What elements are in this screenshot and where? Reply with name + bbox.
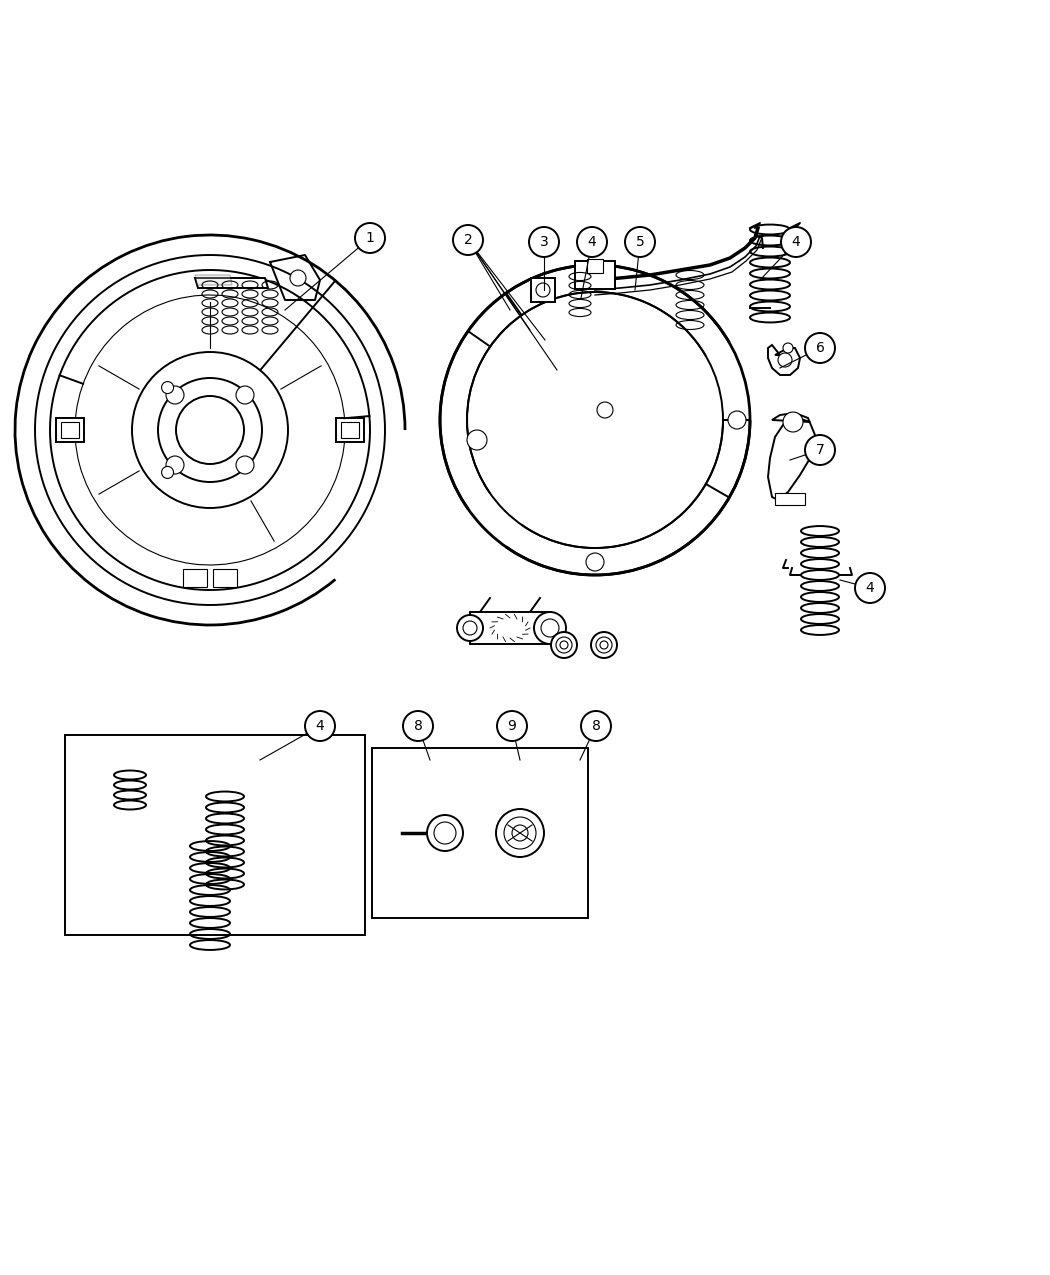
Text: 4: 4 xyxy=(792,235,800,249)
Circle shape xyxy=(805,435,835,465)
Circle shape xyxy=(578,227,607,258)
Circle shape xyxy=(534,612,566,644)
Circle shape xyxy=(805,333,835,363)
Text: 4: 4 xyxy=(316,719,324,733)
Circle shape xyxy=(497,711,527,741)
Circle shape xyxy=(783,412,803,432)
Circle shape xyxy=(236,456,254,474)
Bar xyxy=(155,382,265,478)
Text: 4: 4 xyxy=(865,581,875,595)
Circle shape xyxy=(625,227,655,258)
Circle shape xyxy=(467,430,487,450)
Text: 6: 6 xyxy=(816,340,824,354)
Circle shape xyxy=(600,641,608,649)
Circle shape xyxy=(403,711,433,741)
Polygon shape xyxy=(195,278,268,288)
Text: 8: 8 xyxy=(591,719,601,733)
Bar xyxy=(183,569,207,586)
Circle shape xyxy=(427,815,463,850)
Text: 9: 9 xyxy=(507,719,517,733)
Text: 8: 8 xyxy=(414,719,422,733)
Circle shape xyxy=(355,223,385,252)
Polygon shape xyxy=(768,346,800,375)
Bar xyxy=(65,734,365,935)
Circle shape xyxy=(529,227,559,258)
Circle shape xyxy=(166,456,184,474)
Bar xyxy=(213,569,237,586)
Text: 1: 1 xyxy=(365,231,375,245)
Circle shape xyxy=(166,386,184,404)
Text: 3: 3 xyxy=(540,235,548,249)
Circle shape xyxy=(536,283,550,297)
Circle shape xyxy=(581,711,611,741)
Circle shape xyxy=(304,711,335,741)
Text: 7: 7 xyxy=(816,442,824,456)
Circle shape xyxy=(551,632,578,658)
Circle shape xyxy=(236,386,254,404)
Bar xyxy=(372,748,588,918)
Circle shape xyxy=(453,224,483,255)
Polygon shape xyxy=(768,413,815,500)
Bar xyxy=(775,493,805,505)
Circle shape xyxy=(560,641,568,649)
Circle shape xyxy=(591,632,617,658)
Text: 2: 2 xyxy=(464,233,473,247)
Circle shape xyxy=(783,343,793,353)
Circle shape xyxy=(855,572,885,603)
Text: 5: 5 xyxy=(635,235,645,249)
Circle shape xyxy=(586,553,604,571)
Bar xyxy=(56,418,84,442)
Bar xyxy=(587,259,603,273)
Bar xyxy=(341,422,359,439)
Circle shape xyxy=(597,402,613,418)
Circle shape xyxy=(290,270,306,286)
Circle shape xyxy=(162,467,173,478)
Circle shape xyxy=(728,411,746,428)
Circle shape xyxy=(457,615,483,641)
Text: 4: 4 xyxy=(588,235,596,249)
Bar xyxy=(470,612,550,644)
Circle shape xyxy=(781,227,811,258)
Circle shape xyxy=(778,353,792,367)
Bar xyxy=(531,278,555,302)
Bar xyxy=(336,418,364,442)
Circle shape xyxy=(162,381,173,394)
Bar xyxy=(61,422,79,439)
Polygon shape xyxy=(195,275,232,286)
Bar xyxy=(575,261,615,289)
Circle shape xyxy=(132,352,288,507)
Circle shape xyxy=(496,810,544,857)
